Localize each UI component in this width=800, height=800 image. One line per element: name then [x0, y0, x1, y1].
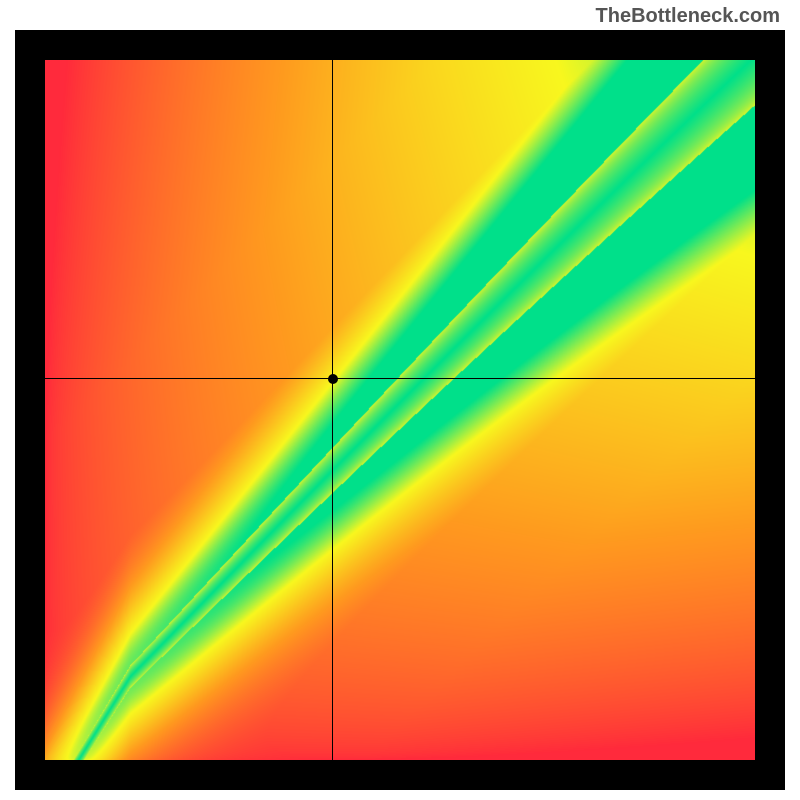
crosshair-horizontal [45, 378, 755, 379]
heatmap-canvas [45, 60, 755, 760]
watermark-text: TheBottleneck.com [596, 5, 780, 28]
crosshair-vertical [332, 60, 333, 760]
chart-container: { "watermark": { "text": "TheBottleneck.… [0, 0, 800, 800]
plot-outer-frame [15, 30, 785, 790]
crosshair-marker [328, 374, 338, 384]
